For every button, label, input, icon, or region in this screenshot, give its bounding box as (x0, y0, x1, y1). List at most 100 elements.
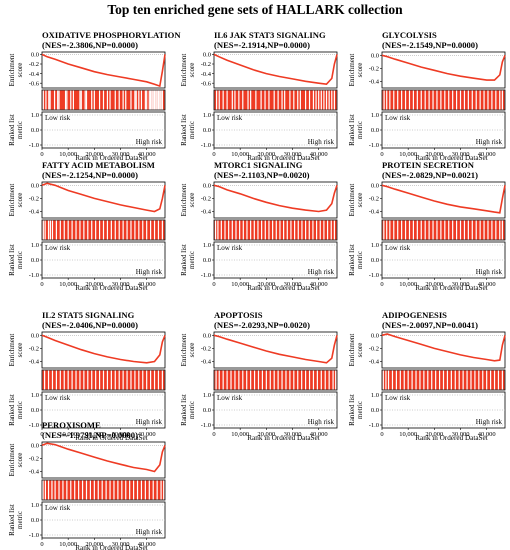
es-tick-label: 0.0 (31, 332, 39, 339)
gsea-panel: ADIPOGENESIS (NES=-2.0097,NP=0.0041) 0.0 -0… (340, 310, 510, 442)
panel-title-stat: (NES=-2.1549,NP=0.0000) (382, 40, 478, 50)
metric-axis-label: metric (188, 251, 196, 269)
x-tick-label: 10,000 (231, 431, 249, 438)
x-tick-label: 20,000 (257, 281, 275, 288)
es-frame (213, 331, 338, 369)
high-risk-label: High risk (136, 528, 163, 536)
metric-tick-label: 1.0 (31, 112, 39, 119)
x-tick-label: 30,000 (452, 151, 470, 158)
x-tick-label: 30,000 (112, 541, 130, 548)
metric-axis-label: Ranked list (180, 114, 188, 146)
x-tick-label: 40,000 (478, 431, 496, 438)
gsea-plot: 0.0 -0.2 -0.4 1.0 0.0 -1.0 Low risk High risk 0 1… (180, 181, 338, 292)
metric-axis-label: metric (16, 511, 24, 529)
high-risk-label: High risk (476, 418, 503, 426)
metric-axis-label: Ranked list (348, 244, 356, 276)
x-axis-label: Rank in Ordered DataSet (415, 434, 487, 442)
es-tick-label: 0.0 (371, 182, 379, 189)
hits-band (42, 480, 165, 500)
x-tick-label: 10,000 (399, 431, 417, 438)
gsea-plot: 0.0 -0.2 -0.4 -0.6 1.0 0.0 -1.0 Low risk High ri… (180, 52, 338, 162)
x-tick-label: 30,000 (452, 281, 470, 288)
es-tick-label: -0.6 (29, 80, 40, 87)
es-tick-label: 0.0 (371, 52, 379, 59)
gsea-plot: 0.0 -0.2 -0.4 1.0 0.0 -1.0 Low risk High risk 0 1… (348, 331, 506, 442)
es-curve (213, 334, 338, 364)
gsea-panel: APOPTOSIS (NES=-2.0293,NP=0.0020) 0.0 -0.2-… (172, 310, 342, 442)
x-tick-label: 40,000 (310, 281, 328, 288)
es-tick-label: -0.2 (369, 346, 379, 353)
es-tick-label: -0.6 (201, 80, 212, 87)
x-axis-label: Rank in Ordered DataSet (415, 154, 487, 162)
panel-title-name: GLYCOLYSIS (382, 30, 437, 40)
metric-axis-label: metric (188, 401, 196, 419)
x-tick-label: 0 (40, 281, 43, 288)
es-tick-label: 0.0 (371, 332, 379, 339)
x-tick-label: 0 (380, 281, 383, 288)
x-axis-label: Rank in Ordered DataSet (247, 284, 319, 292)
panel-title: IL6 JAK STAT3 SIGNALING (NES=-2.1914,NP=0… (214, 30, 326, 50)
x-tick-label: 0 (212, 281, 215, 288)
es-frame (213, 181, 338, 219)
hits-frame (213, 219, 338, 241)
es-tick-label: -0.4 (369, 79, 380, 86)
high-risk-label: High risk (476, 268, 503, 276)
es-tick-label: 0.0 (203, 182, 211, 189)
panel-title-stat: (NES=-2.1914,NP=0.0000) (214, 40, 310, 50)
metric-axis-label: metric (356, 251, 364, 269)
es-tick-label: -0.2 (201, 346, 211, 353)
hits-frame (41, 369, 166, 391)
es-axis-label: Enrichment (180, 334, 188, 367)
es-frame (41, 441, 166, 479)
es-axis-label: Enrichment (348, 54, 356, 87)
x-axis-label: Rank in Ordered DataSet (75, 434, 147, 442)
es-tick-label: -0.4 (29, 209, 40, 216)
x-tick-label: 40,000 (478, 151, 496, 158)
gsea-panel: IL6 JAK STAT3 SIGNALING (NES=-2.1914,NP=0… (172, 30, 342, 162)
gsea-panel: PROTEIN SECRETION (NES=-2.0829,NP=0.0021)… (340, 160, 510, 292)
es-frame (41, 331, 166, 369)
es-tick-label: -0.4 (369, 209, 380, 216)
x-tick-label: 20,000 (257, 431, 275, 438)
x-axis-label: Rank in Ordered DataSet (75, 284, 147, 292)
metric-tick-label: 0.0 (371, 127, 379, 134)
metric-tick-label: 0.0 (31, 407, 39, 414)
metric-tick-label: -1.0 (201, 422, 211, 429)
x-tick-label: 30,000 (112, 281, 130, 288)
x-tick-label: 10,000 (399, 151, 417, 158)
metric-tick-label: 0.0 (31, 257, 39, 264)
low-risk-label: Low risk (45, 244, 71, 252)
metric-tick-label: -1.0 (201, 272, 211, 279)
es-curve (41, 182, 166, 213)
es-axis-label: score (16, 193, 24, 208)
high-risk-label: High risk (476, 138, 503, 146)
es-axis-label: Enrichment (348, 334, 356, 367)
panel-title-name: OXIDATIVE PHOSPHORYLATION (42, 30, 181, 40)
panel-title-name: ADIPOGENESIS (382, 310, 447, 320)
x-tick-label: 40,000 (138, 431, 156, 438)
x-axis-label: Rank in Ordered DataSet (75, 544, 147, 550)
gsea-plot: 0.0 -0.2 -0.4 1.0 0.0 -1.0 Low risk High risk 0 1… (8, 331, 166, 442)
figure-title: Top ten enriched gene sets of HALLARK co… (107, 2, 403, 17)
hits-frame (381, 369, 506, 391)
panel-title: GLYCOLYSIS (NES=-2.1549,NP=0.0000) (382, 30, 478, 50)
high-risk-label: High risk (308, 268, 335, 276)
gsea-panel: MTORC1 SIGNALING (NES=-2.1103,NP=0.0020) 0… (172, 160, 342, 292)
hits-frame (41, 479, 166, 501)
gsea-panel: GLYCOLYSIS (NES=-2.1549,NP=0.0000) 0.0 -0.2… (340, 30, 510, 162)
es-tick-label: -0.4 (201, 71, 212, 78)
panel-title-name: PEROXISOME (42, 420, 101, 430)
metric-axis-label: Ranked list (8, 244, 16, 276)
es-axis-label: Enrichment (180, 54, 188, 87)
metric-axis-label: Ranked list (180, 394, 188, 426)
panel-title-name: PROTEIN SECRETION (382, 160, 474, 170)
es-axis-label: Enrichment (8, 54, 16, 87)
metric-tick-label: -1.0 (369, 422, 379, 429)
es-tick-label: 0.0 (31, 182, 39, 189)
es-tick-label: -0.4 (369, 359, 380, 366)
panel-title: ADIPOGENESIS (NES=-2.0097,NP=0.0041) (382, 310, 478, 330)
x-tick-label: 10,000 (231, 281, 249, 288)
hits-band (382, 220, 505, 240)
x-tick-label: 40,000 (138, 281, 156, 288)
x-tick-label: 0 (212, 151, 215, 158)
